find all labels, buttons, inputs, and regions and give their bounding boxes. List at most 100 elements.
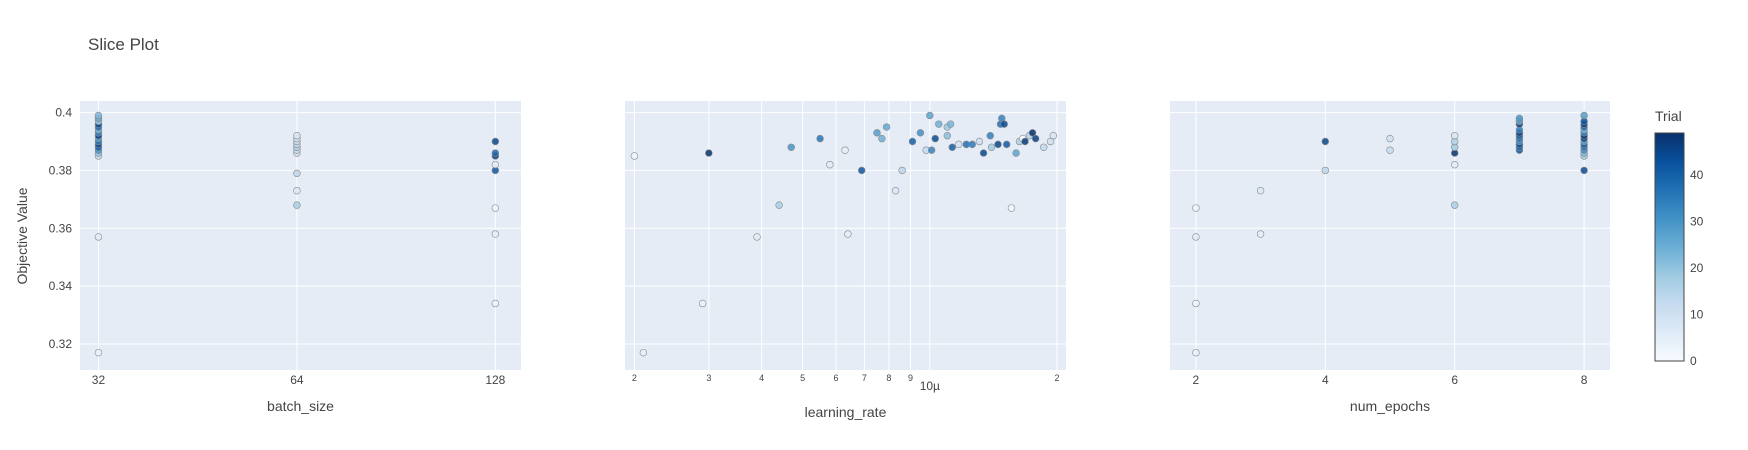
y-tick-label: 0.34 [49, 279, 73, 293]
data-point [630, 152, 639, 160]
x-tick-label: 128 [485, 373, 505, 387]
data-point [1192, 233, 1200, 241]
data-point [1321, 137, 1329, 146]
data-point [491, 137, 500, 146]
data-point [882, 123, 891, 131]
x-tick-label: 64 [290, 373, 304, 387]
data-point [1046, 137, 1055, 146]
data-point [844, 230, 852, 238]
x-minor-tick-label: 5 [800, 373, 805, 383]
y-tick-label: 0.38 [49, 163, 73, 177]
data-point [926, 111, 934, 120]
data-point [1580, 166, 1588, 175]
data-point [948, 143, 956, 151]
data-point [841, 146, 849, 154]
data-point [927, 146, 936, 154]
y-tick-label: 0.32 [49, 337, 73, 351]
x-axis-title: learning_rate [805, 404, 887, 420]
x-tick-label: 8 [1581, 373, 1588, 387]
data-point [94, 111, 103, 120]
data-point [94, 348, 103, 357]
data-point [954, 140, 963, 149]
data-point [1451, 160, 1459, 169]
data-point [1580, 111, 1588, 120]
colorbar-bar [1654, 132, 1685, 362]
data-point [1256, 186, 1265, 195]
data-point [1192, 299, 1200, 308]
data-point [705, 149, 713, 157]
data-point [858, 166, 866, 175]
data-point [1031, 134, 1040, 143]
data-point [873, 129, 881, 137]
data-point [979, 149, 988, 157]
data-point [698, 299, 707, 308]
plot-area [1170, 101, 1610, 370]
x-minor-tick-label: 2 [632, 373, 637, 383]
data-point [891, 186, 900, 195]
data-point [1040, 143, 1048, 151]
data-point [1386, 146, 1394, 154]
panel-batch_size: 0.32 0.34 0.36 0.38 0.4 32 64 128 batch_size [49, 101, 521, 414]
chart-title: Slice Plot [88, 35, 159, 54]
panel-num_epochs: 2 4 6 8 num_epochs [1170, 101, 1610, 414]
data-point [968, 140, 976, 149]
data-point [1321, 166, 1329, 175]
colorbar-tick-label: 20 [1690, 261, 1704, 275]
data-point [1451, 201, 1459, 209]
data-point [916, 129, 925, 137]
data-point [1386, 134, 1394, 143]
data-point [1028, 129, 1037, 137]
data-point [987, 143, 996, 151]
x-minor-tick-label: 7 [862, 373, 867, 383]
x-minor-tick-label: 2 [1055, 373, 1060, 383]
x-axis-title: batch_size [267, 398, 334, 414]
x-tick-label: 4 [1322, 373, 1329, 387]
y-tick-label: 0.4 [55, 106, 72, 120]
colorbar-tick-label: 30 [1690, 214, 1704, 228]
colorbar-tick-label: 40 [1690, 168, 1704, 182]
data-point [1002, 140, 1011, 149]
data-point [878, 134, 886, 143]
colorbar: Trial 0 10 20 30 40 [1654, 108, 1704, 368]
data-point [94, 233, 103, 241]
data-point [1021, 137, 1029, 146]
data-point [293, 169, 301, 178]
data-point [935, 120, 943, 128]
data-point [931, 134, 939, 143]
x-minor-tick-label: 9 [908, 373, 913, 383]
data-point [943, 132, 952, 140]
x-minor-tick-label: 6 [834, 373, 839, 383]
x-tick-label: 2 [1193, 373, 1200, 387]
data-point [293, 186, 301, 195]
plot-area [80, 101, 521, 370]
data-point [639, 348, 648, 357]
colorbar-tick-label: 10 [1690, 307, 1704, 321]
data-point [898, 166, 906, 175]
x-axis-title: num_epochs [1350, 398, 1430, 414]
data-point [1515, 114, 1524, 123]
data-point [753, 233, 761, 241]
data-point [975, 137, 984, 146]
data-point [293, 201, 301, 209]
x-tick-label: 10µ [920, 379, 940, 393]
data-point [946, 120, 955, 128]
data-point [1256, 230, 1265, 238]
colorbar-title: Trial [1655, 108, 1682, 124]
data-point [816, 134, 824, 143]
x-tick-label: 6 [1451, 373, 1458, 387]
data-point [787, 143, 795, 151]
panel-learning_rate: 2 3 4 5 6 7 8 9 10µ 2 learning_rate [625, 101, 1066, 420]
data-point [1007, 204, 1016, 212]
data-point [491, 160, 500, 169]
data-point [491, 204, 500, 212]
data-point [1192, 348, 1200, 357]
data-point [1192, 204, 1200, 212]
data-point [491, 230, 500, 238]
colorbar-tick-label: 0 [1690, 354, 1697, 368]
data-point [908, 137, 917, 146]
y-tick-label: 0.36 [49, 221, 73, 235]
data-point [1000, 120, 1008, 128]
y-axis-title: Objective Value [14, 187, 30, 284]
